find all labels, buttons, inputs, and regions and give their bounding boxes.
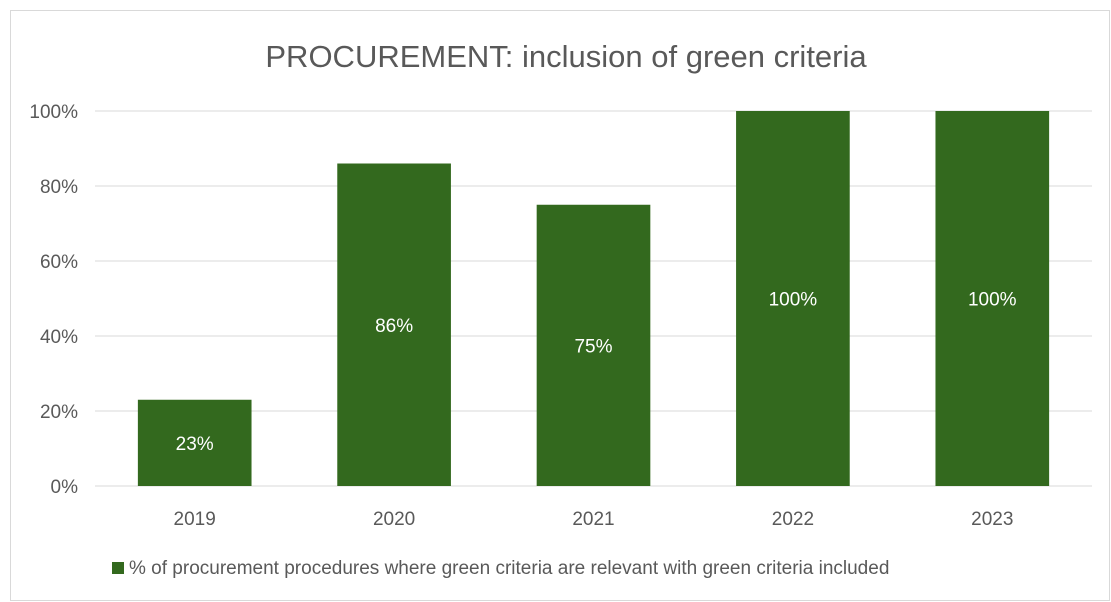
bar [536, 204, 651, 486]
y-tick-label: 60% [40, 252, 78, 273]
y-tick-label: 40% [40, 327, 78, 348]
bar [137, 399, 252, 486]
chart-title: PROCUREMENT: inclusion of green criteria [265, 39, 867, 74]
bar [935, 111, 1050, 486]
x-tick-label: 2020 [373, 509, 415, 530]
data-label: 100% [769, 290, 818, 311]
x-tick-label: 2021 [572, 509, 614, 530]
x-tick-label: 2023 [971, 509, 1013, 530]
y-tick-label: 0% [51, 477, 79, 498]
bar [337, 163, 451, 486]
data-label: 75% [574, 336, 612, 357]
bars [137, 111, 1050, 486]
y-axis-ticks: 0% 20% 40% 60% 80% 100% [29, 102, 78, 498]
data-label: 100% [968, 290, 1017, 311]
data-label: 86% [375, 316, 413, 337]
legend: % of procurement procedures where green … [112, 558, 889, 579]
x-tick-label: 2022 [772, 509, 814, 530]
x-axis-ticks: 2019 2020 2021 2022 2023 [174, 509, 1014, 530]
y-tick-label: 20% [40, 402, 78, 423]
data-label: 23% [176, 434, 214, 455]
bar [736, 111, 850, 486]
legend-label: % of procurement procedures where green … [129, 558, 889, 579]
legend-swatch [112, 562, 124, 574]
data-labels: 23% 86% 75% 100% 100% [176, 290, 1017, 455]
y-tick-label: 100% [29, 102, 78, 123]
x-tick-label: 2019 [174, 509, 216, 530]
gridlines [95, 110, 1092, 487]
y-tick-label: 80% [40, 177, 78, 198]
